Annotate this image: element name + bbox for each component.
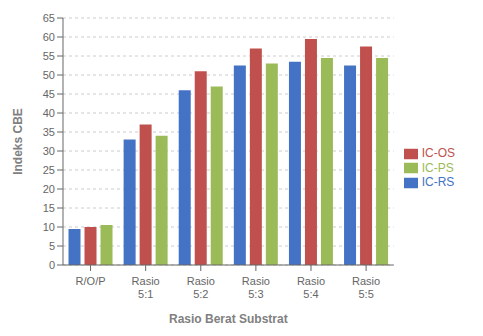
svg-text:60: 60 [43, 31, 55, 43]
svg-text:65: 65 [43, 12, 55, 24]
svg-text:Rasio Berat Substrat: Rasio Berat Substrat [169, 312, 288, 326]
svg-text:Rasio5:4: Rasio5:4 [297, 275, 325, 300]
svg-text:0: 0 [49, 259, 55, 271]
svg-text:25: 25 [43, 164, 55, 176]
svg-text:20: 20 [43, 183, 55, 195]
svg-text:Rasio5:3: Rasio5:3 [242, 275, 270, 300]
svg-text:30: 30 [43, 145, 55, 157]
html-text:IC-RS: IC-RS [421, 175, 455, 190]
svg-text:50: 50 [43, 69, 55, 81]
svg-text:15: 15 [43, 202, 55, 214]
svg-text:Rasio5:1: Rasio5:1 [132, 275, 160, 300]
svg-text:Indeks CBE: Indeks CBE [11, 108, 25, 175]
svg-text:10: 10 [43, 221, 55, 233]
svg-text:45: 45 [43, 88, 55, 100]
svg-text:Rasio5:2: Rasio5:2 [187, 275, 215, 300]
svg-text:5: 5 [49, 240, 55, 252]
svg-text:R/O/P: R/O/P [76, 275, 106, 287]
svg-text:Rasio5:5: Rasio5:5 [352, 275, 380, 300]
html-text:IC-OS: IC-OS [421, 145, 455, 160]
svg-text:35: 35 [43, 126, 55, 138]
html-text:IC-PS: IC-PS [421, 160, 454, 175]
svg-text:40: 40 [43, 107, 55, 119]
svg-text:55: 55 [43, 50, 55, 62]
